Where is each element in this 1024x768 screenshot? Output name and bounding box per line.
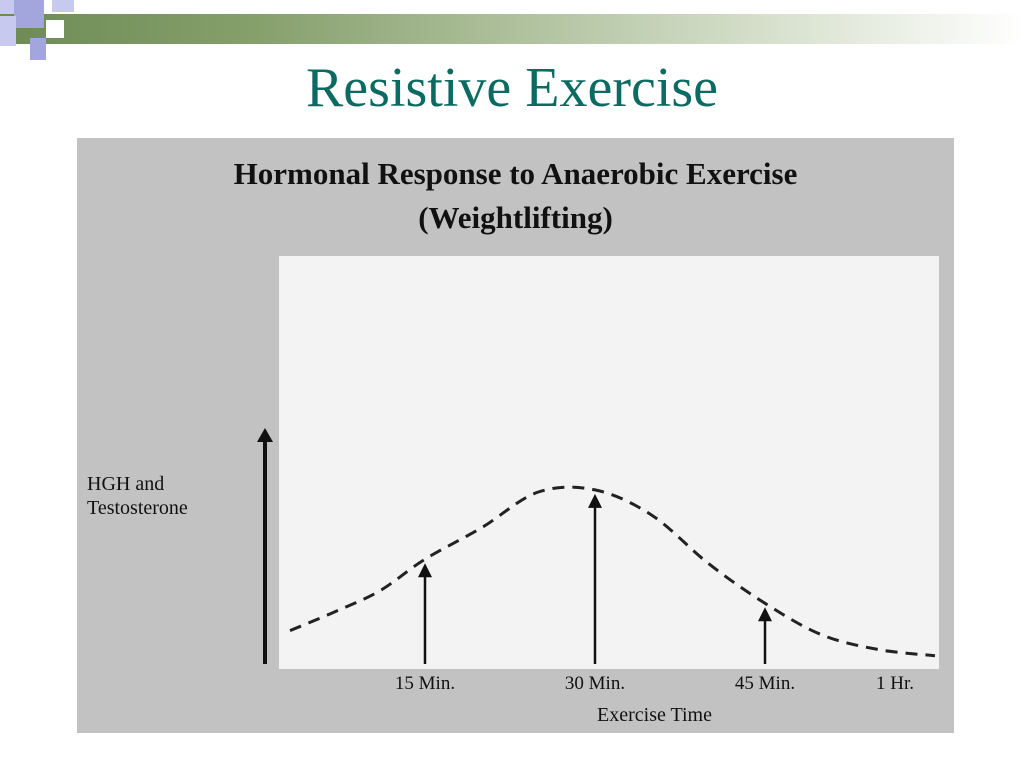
- x-tick-label: 45 Min.: [734, 673, 796, 694]
- y-axis-arrowhead: [257, 428, 273, 442]
- decor-square: [52, 0, 74, 12]
- x-tick-label: 30 Min.: [564, 673, 626, 694]
- marker-arrowhead: [758, 607, 772, 622]
- chart-subtitle: (Weightlifting): [418, 200, 613, 235]
- decor-square: [0, 0, 14, 14]
- decor-square: [46, 20, 64, 38]
- header-gradient-bar: [0, 14, 1024, 44]
- x-tick-label: 15 Min.: [394, 673, 456, 694]
- decor-square: [14, 0, 44, 28]
- marker-arrowhead: [418, 563, 432, 578]
- y-axis-label: HGH and Testosterone: [87, 473, 188, 519]
- chart-image: Hormonal Response to Anaerobic Exercise …: [77, 138, 954, 733]
- x-tick-label: 1 Hr.: [876, 673, 914, 694]
- slide-title: Resistive Exercise: [305, 57, 719, 119]
- series-line: [289, 485, 936, 658]
- plot-area: [279, 256, 939, 669]
- marker-arrowhead: [588, 493, 602, 508]
- x-axis-label: Exercise Time: [597, 704, 712, 726]
- chart-svg: [257, 428, 936, 664]
- chart-title-line1: Hormonal Response to Anaerobic Exercise: [233, 156, 798, 191]
- chart-title: Hormonal Response to Anaerobic Exercise …: [77, 152, 954, 240]
- decor-square: [30, 38, 46, 60]
- decor-square: [0, 16, 16, 46]
